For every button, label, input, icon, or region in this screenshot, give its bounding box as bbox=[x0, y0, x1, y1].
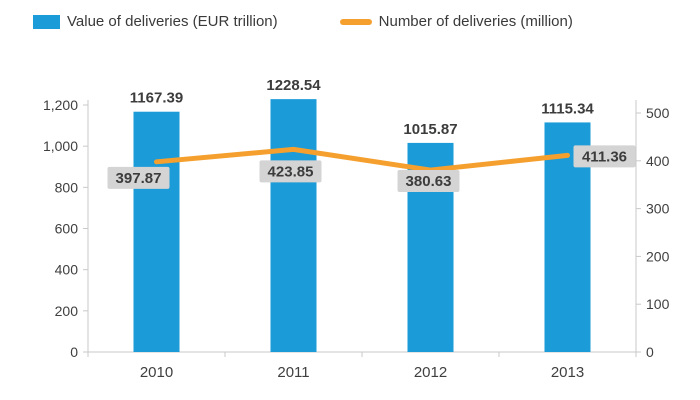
line-value-label: 380.63 bbox=[406, 173, 452, 190]
right-axis-tick-label: 100 bbox=[646, 296, 670, 312]
line-series-path bbox=[154, 146, 570, 173]
line-value-label-box bbox=[107, 166, 170, 189]
line-value-label-box bbox=[259, 160, 322, 183]
bar-value-label: 1115.34 bbox=[541, 100, 594, 117]
bar-value-label: 1015.87 bbox=[403, 121, 457, 138]
legend-label-line-series: Number of deliveries (million) bbox=[378, 13, 573, 30]
left-axis-tick-label: 1,000 bbox=[43, 138, 78, 154]
left-axis-tick-label: 600 bbox=[55, 221, 79, 237]
bar-value-label: 1167.39 bbox=[130, 90, 183, 107]
line-series-swatch-icon bbox=[339, 18, 372, 25]
right-axis-tick-label: 0 bbox=[646, 344, 654, 360]
legend-item-bar-series: Value of deliveries (EUR trillion) bbox=[33, 13, 278, 30]
line-value-label-box bbox=[397, 170, 460, 193]
left-axis-tick-label: 400 bbox=[55, 262, 79, 278]
x-axis-category-label: 2010 bbox=[140, 364, 173, 381]
legend-item-line-series: Number of deliveries (million) bbox=[339, 13, 573, 30]
left-axis-tick-label: 1,200 bbox=[43, 97, 78, 113]
right-axis-tick-label: 500 bbox=[646, 105, 670, 121]
left-axis-tick-label: 0 bbox=[70, 344, 78, 360]
right-axis-tick-label: 300 bbox=[646, 201, 670, 217]
left-axis-tick-label: 800 bbox=[55, 179, 79, 195]
line-value-label: 411.36 bbox=[582, 148, 627, 165]
line-value-label: 423.85 bbox=[268, 163, 314, 180]
right-axis-tick-label: 200 bbox=[646, 248, 670, 264]
legend-label-bar-series: Value of deliveries (EUR trillion) bbox=[67, 13, 278, 30]
line-value-label-box bbox=[573, 145, 636, 168]
chart-legend: Value of deliveries (EUR trillion) Numbe… bbox=[33, 13, 573, 30]
bar-series-swatch-icon bbox=[33, 14, 60, 29]
x-axis-category-label: 2013 bbox=[551, 364, 584, 381]
x-axis-category-label: 2011 bbox=[277, 364, 309, 381]
bar-2011 bbox=[270, 99, 317, 352]
bar-value-label: 1228.54 bbox=[266, 77, 321, 94]
bar-2010 bbox=[133, 111, 180, 353]
x-axis-category-label: 2012 bbox=[414, 364, 447, 381]
line-value-label: 397.87 bbox=[116, 170, 162, 187]
right-axis-tick-label: 400 bbox=[646, 153, 670, 169]
left-axis-tick-label: 200 bbox=[55, 303, 79, 319]
